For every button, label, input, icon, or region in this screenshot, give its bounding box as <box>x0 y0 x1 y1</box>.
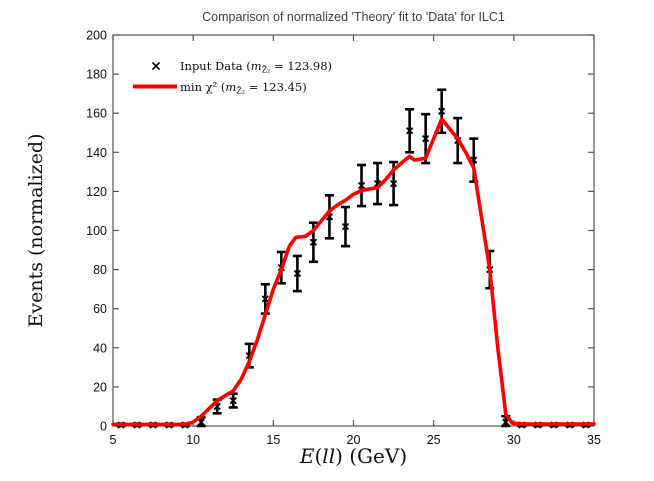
y-tick-label: 120 <box>86 185 107 199</box>
x-tick-label: 10 <box>186 433 200 447</box>
legend-x-marker-icon <box>151 61 161 71</box>
x-tick-label: 35 <box>587 433 601 447</box>
data-marker <box>293 269 302 278</box>
data-marker <box>422 134 430 143</box>
y-tick-label: 40 <box>93 341 107 355</box>
data-marker <box>405 127 414 135</box>
y-tick-label: 80 <box>93 263 107 277</box>
theory-fit-line <box>111 117 596 427</box>
x-tick-label: 30 <box>507 433 521 447</box>
y-tick-label: 140 <box>86 146 107 160</box>
y-axis-label: Events (normalized) <box>25 133 47 327</box>
data-marker <box>309 238 318 246</box>
x-axis-label: E(ll) (GeV) <box>299 444 407 468</box>
y-tick-label: 0 <box>100 420 107 434</box>
y-tick-label: 60 <box>93 302 107 316</box>
y-tick-label: 20 <box>93 380 107 394</box>
x-tick-label: 15 <box>266 433 280 447</box>
y-tick-label: 200 <box>86 29 107 43</box>
x-tick-label: 20 <box>347 433 361 447</box>
data-marker <box>197 418 205 426</box>
legend-line-sample-icon <box>133 84 177 89</box>
y-tick-label: 160 <box>86 107 107 121</box>
data-marker <box>502 418 510 426</box>
x-tick-label: 5 <box>110 433 117 447</box>
x-tick-label: 25 <box>427 433 441 447</box>
data-marker <box>261 295 269 303</box>
legend: Input Data (mZ̃₂ = 123.98) min χ² (mZ̃₂ … <box>133 59 332 96</box>
data-marker <box>438 107 446 115</box>
legend-item-fit: min χ² (mZ̃₂ = 123.45) <box>180 80 307 96</box>
data-marker <box>229 396 237 405</box>
legend-item-data: Input Data (mZ̃₂ = 123.98) <box>180 59 332 75</box>
data-marker <box>341 222 350 231</box>
data-marker <box>389 179 398 188</box>
y-tick-label: 180 <box>86 68 107 82</box>
chart-title: Comparison of normalized 'Theory' fit to… <box>202 10 505 24</box>
y-tick-label: 100 <box>86 224 107 238</box>
data-marker <box>357 181 366 190</box>
